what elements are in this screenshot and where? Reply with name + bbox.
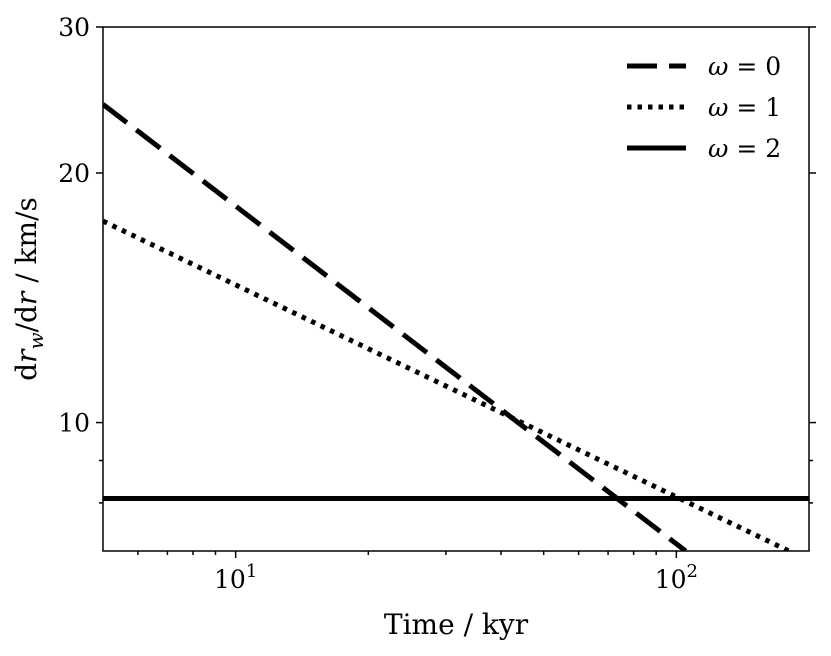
y-label-var2: r [10,290,43,305]
y-label-suffix: / km/s [10,197,43,292]
y-label-var: r [10,348,43,363]
y-tick-labels: 10 20 30 [58,13,90,438]
x-tick-label: 101 [214,561,257,594]
x-axis-title: Time / kyr [384,608,529,641]
legend-label-omega-1: ω = 1 [708,93,781,122]
axis-ticks [96,26,816,558]
plot-area [103,102,809,551]
legend-label-omega-2: ω = 2 [708,134,781,163]
y-label-prefix: d [10,363,43,381]
y-tick-label: 10 [58,409,90,438]
series-line-omega-0 [103,102,688,551]
series-line-omega-1 [103,218,790,551]
x-tick-label: 102 [655,561,698,594]
y-axis-title: drw/dr / km/s [10,197,48,381]
legend: ω = 0 ω = 1 ω = 2 [627,52,781,163]
y-tick-label: 30 [58,13,90,42]
y-tick-label: 20 [58,159,90,188]
legend-label-omega-0: ω = 0 [708,52,781,81]
plot-frame [102,26,810,552]
y-label-mid: /d [10,305,43,332]
y-label-sub: w [24,332,48,349]
x-tick-labels: 101 102 [214,561,698,594]
